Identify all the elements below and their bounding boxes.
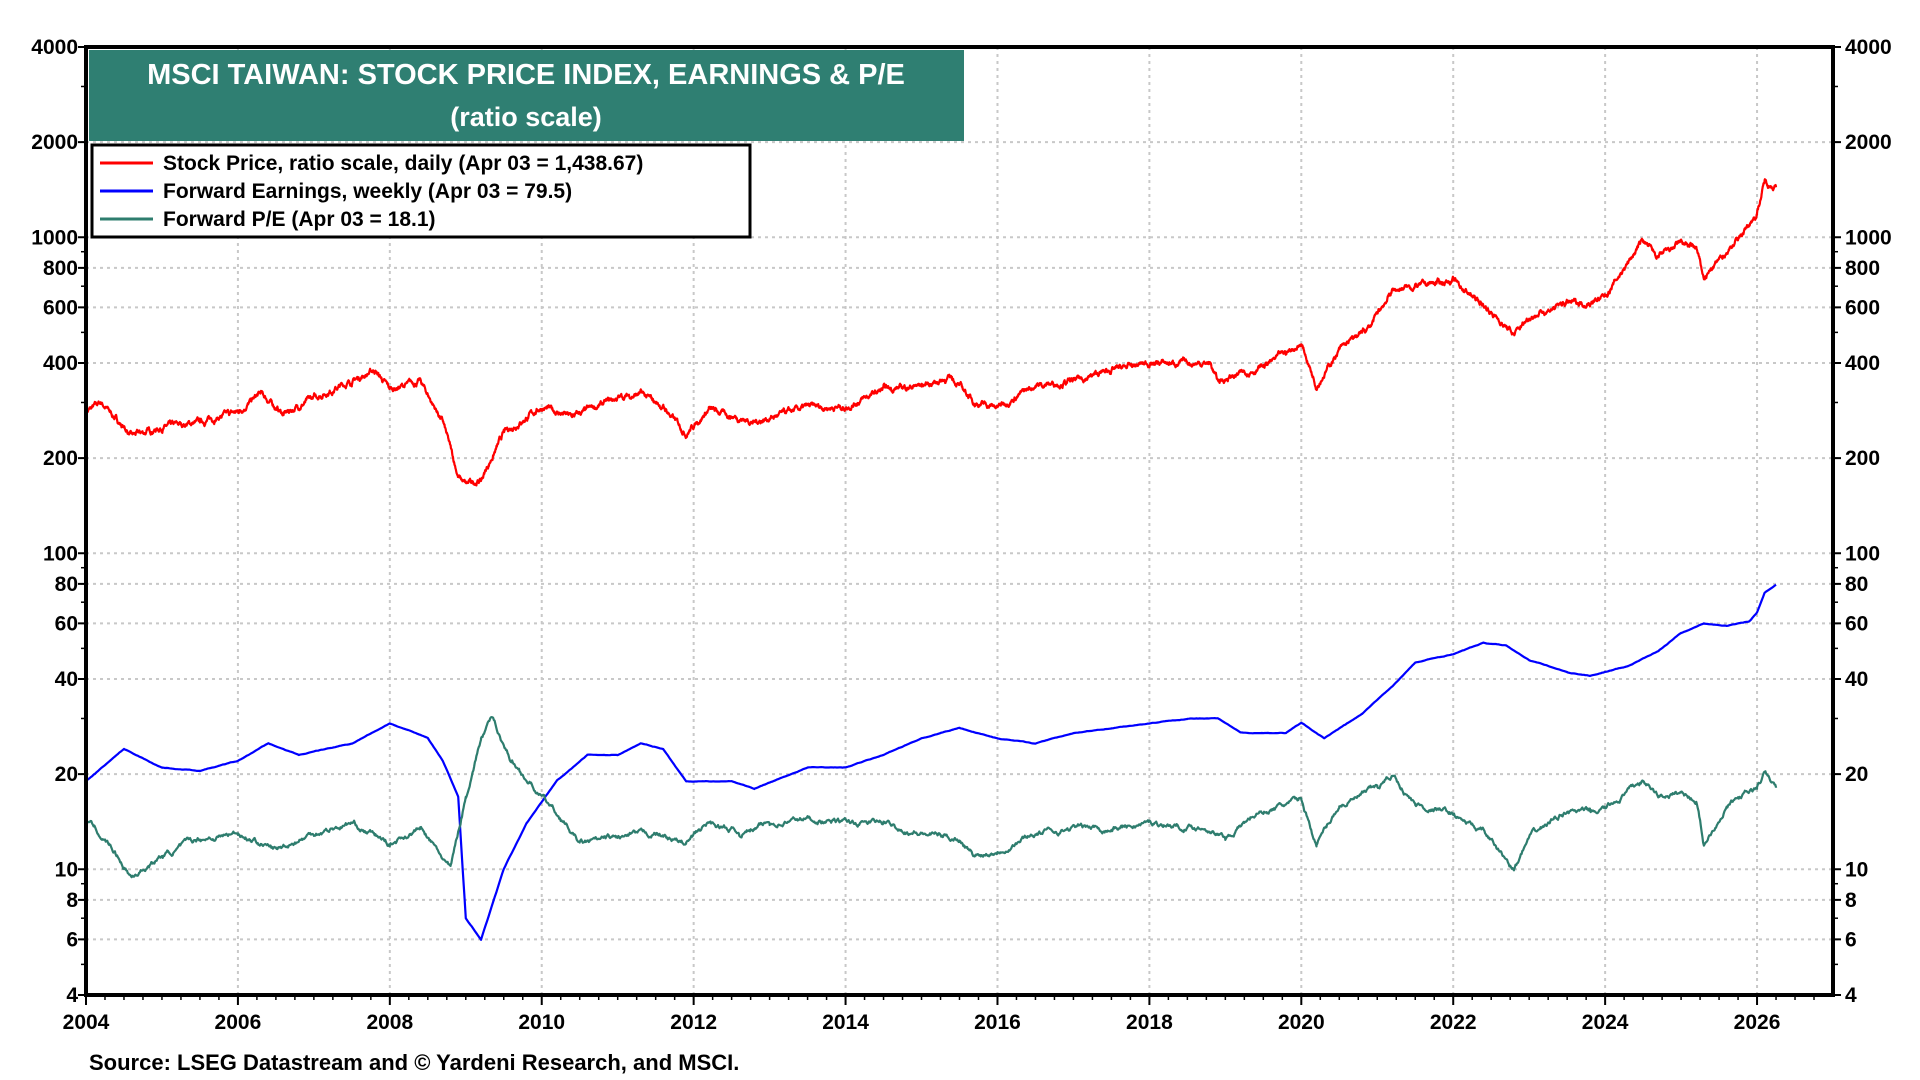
x-tick-label: 2020 (1278, 1011, 1325, 1034)
y-tick-label-right: 100 (1845, 542, 1880, 565)
y-tick-label-right: 200 (1845, 447, 1880, 470)
series-line-pe (84, 715, 1778, 879)
x-tick-label: 2022 (1430, 1011, 1477, 1034)
y-tick-label-left: 2000 (31, 131, 78, 154)
y-tick-label-left: 60 (55, 612, 78, 635)
y-tick-label-left: 4000 (31, 36, 78, 59)
y-tick-label-left: 80 (55, 573, 78, 596)
y-tick-label-right: 2000 (1845, 131, 1892, 154)
legend-label-earnings: Forward Earnings, weekly (Apr 03 = 79.5) (163, 180, 572, 203)
legend-label-stock: Stock Price, ratio scale, daily (Apr 03 … (163, 152, 643, 175)
y-tick-label-left: 100 (43, 542, 78, 565)
x-tick-label: 2010 (518, 1011, 565, 1034)
y-tick-label-right: 80 (1845, 573, 1868, 596)
y-tick-label-left: 1000 (31, 226, 78, 249)
y-tick-label-right: 4000 (1845, 36, 1892, 59)
x-tick-label: 2006 (215, 1011, 262, 1034)
legend-label-pe: Forward P/E (Apr 03 = 18.1) (163, 208, 436, 231)
x-tick-label: 2016 (974, 1011, 1021, 1034)
y-tick-label-left: 10 (55, 858, 78, 881)
series-lines (84, 178, 1778, 941)
x-tick-label: 2014 (822, 1011, 869, 1034)
x-tick-label: 2026 (1734, 1011, 1781, 1034)
axes: 4000 4000 2000 2000 1000 1000 800 800 600 600 400 4… (31, 36, 1891, 1034)
y-tick-label-left: 20 (55, 763, 78, 786)
source-note: Source: LSEG Datastream and © Yardeni Re… (89, 1050, 739, 1075)
chart-title: MSCI TAIWAN: STOCK PRICE INDEX, EARNINGS… (147, 59, 905, 91)
x-tick-label: 2018 (1126, 1011, 1173, 1034)
y-tick-label-right: 4 (1845, 984, 1857, 1007)
legend: Stock Price, ratio scale, daily (Apr 03 … (90, 143, 752, 239)
x-tick-label: 2008 (366, 1011, 413, 1034)
y-tick-label-left: 800 (43, 257, 78, 280)
series-line-earnings (85, 583, 1777, 941)
x-tick-label: 2024 (1582, 1011, 1629, 1034)
y-tick-label-left: 40 (55, 668, 78, 691)
y-tick-label-right: 400 (1845, 352, 1880, 375)
y-tick-label-left: 4 (66, 984, 78, 1007)
y-tick-label-right: 60 (1845, 612, 1868, 635)
y-tick-label-right: 600 (1845, 296, 1880, 319)
title-box: MSCI TAIWAN: STOCK PRICE INDEX, EARNINGS… (89, 50, 964, 141)
series-line-stock (84, 178, 1778, 487)
y-tick-label-left: 8 (66, 889, 78, 912)
y-tick-label-left: 400 (43, 352, 78, 375)
y-tick-label-right: 40 (1845, 668, 1868, 691)
y-tick-label-right: 10 (1845, 858, 1868, 881)
x-tick-label: 2012 (670, 1011, 717, 1034)
y-tick-label-right: 6 (1845, 928, 1857, 951)
y-tick-label-right: 20 (1845, 763, 1868, 786)
chart-subtitle: (ratio scale) (450, 102, 602, 132)
y-tick-label-right: 800 (1845, 257, 1880, 280)
x-tick-label: 2004 (63, 1011, 110, 1034)
y-tick-label-left: 600 (43, 296, 78, 319)
plot-frame (84, 45, 1835, 997)
y-tick-label-left: 200 (43, 447, 78, 470)
y-tick-label-right: 8 (1845, 889, 1857, 912)
y-tick-label-right: 1000 (1845, 226, 1892, 249)
y-tick-label-left: 6 (66, 928, 78, 951)
